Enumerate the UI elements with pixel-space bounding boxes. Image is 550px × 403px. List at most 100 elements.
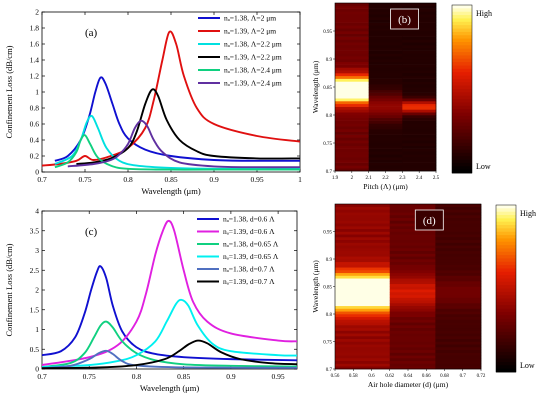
heat-cell bbox=[435, 220, 482, 224]
heat-cell bbox=[335, 355, 391, 359]
heat-cell bbox=[335, 25, 369, 29]
colorbar-segment bbox=[496, 231, 516, 236]
heat-cell bbox=[435, 322, 482, 326]
colorbar-high-label: High bbox=[476, 9, 492, 18]
x-axis-label: Air hole diameter (d) (μm) bbox=[368, 380, 449, 389]
heat-cell bbox=[335, 305, 391, 309]
heat-cell bbox=[402, 22, 437, 26]
panel-b-heatmap: 1.9 2 2.1 2.2 2.3 2.4 2.5 0.7 0.75 0.8 0.85 0.9 0.95… bbox=[311, 2, 492, 191]
heat-cell bbox=[335, 363, 391, 367]
heat-cell bbox=[335, 92, 369, 96]
x-tick-label: 1.9 bbox=[332, 176, 339, 181]
heat-cell bbox=[402, 36, 437, 40]
colorbar-segment bbox=[496, 221, 516, 226]
heat-cell bbox=[335, 59, 369, 63]
heat-cell bbox=[389, 336, 436, 340]
heat-cell bbox=[335, 333, 391, 337]
colorbar-segment bbox=[496, 281, 516, 286]
heat-cell bbox=[435, 336, 482, 340]
colorbar-segment bbox=[452, 129, 472, 134]
heat-cell bbox=[368, 19, 403, 23]
heat-cell bbox=[435, 226, 482, 230]
legend-entry: nₐ=1.38, d=0.6 Λ bbox=[223, 215, 275, 224]
heat-cell bbox=[335, 120, 369, 124]
colorbar-segment bbox=[496, 228, 516, 233]
heat-cell bbox=[389, 330, 436, 334]
heat-cell bbox=[389, 209, 436, 213]
heat-cell bbox=[335, 231, 391, 235]
heat-cell bbox=[335, 131, 369, 135]
heat-cell bbox=[368, 126, 403, 130]
heat-cell bbox=[335, 206, 391, 210]
heat-cell bbox=[389, 311, 436, 315]
heat-cell bbox=[335, 294, 391, 298]
heat-cell bbox=[335, 209, 391, 213]
heat-cell bbox=[435, 349, 482, 353]
heat-cell bbox=[335, 311, 391, 315]
colorbar-segment bbox=[496, 351, 516, 356]
heat-cell bbox=[435, 270, 482, 274]
heat-cell bbox=[402, 92, 437, 96]
heat-cell bbox=[368, 165, 403, 169]
colorbar-segment bbox=[496, 275, 516, 279]
heat-cell bbox=[335, 98, 369, 102]
heat-cell bbox=[402, 98, 437, 102]
colorbar-segment bbox=[496, 315, 516, 319]
heat-cell bbox=[389, 270, 436, 274]
legend-entry: nₐ=1.39, d=0.65 Λ bbox=[223, 252, 279, 261]
heat-cell bbox=[335, 151, 369, 155]
heat-cell bbox=[335, 31, 369, 35]
heat-cell bbox=[335, 67, 369, 71]
colorbar-segment bbox=[496, 298, 516, 303]
heat-cell bbox=[435, 228, 482, 232]
heat-cell bbox=[402, 148, 437, 152]
heat-cell bbox=[368, 47, 403, 51]
heat-cell bbox=[435, 319, 482, 323]
heat-cell bbox=[402, 56, 437, 60]
heat-cell bbox=[435, 289, 482, 293]
heat-cell bbox=[402, 137, 437, 141]
heat-cell bbox=[335, 140, 369, 144]
heat-cell bbox=[389, 352, 436, 356]
heat-cell bbox=[435, 341, 482, 345]
heat-cell bbox=[389, 237, 436, 241]
heat-cell bbox=[402, 31, 437, 35]
heat-cell bbox=[335, 283, 391, 287]
series-line-4 bbox=[42, 298, 297, 368]
colorbar-low-label: Low bbox=[476, 162, 491, 171]
heat-cell bbox=[435, 253, 482, 257]
heat-cell bbox=[335, 300, 391, 304]
heat-cell bbox=[389, 248, 436, 252]
heat-cell bbox=[389, 256, 436, 260]
y-tick-label: 3.5 bbox=[30, 226, 40, 235]
heat-cell bbox=[435, 206, 482, 210]
colorbar-segment bbox=[452, 159, 472, 164]
heat-cell bbox=[389, 250, 436, 254]
x-axis-label: Pitch (Λ) (μm) bbox=[363, 182, 408, 191]
heat-cell bbox=[402, 14, 437, 18]
heat-cell bbox=[368, 14, 403, 18]
heat-cell bbox=[435, 264, 482, 268]
x-tick-label: 0.85 bbox=[164, 175, 177, 184]
heat-cell bbox=[368, 101, 403, 105]
heat-cell bbox=[435, 352, 482, 356]
heat-cell bbox=[368, 123, 403, 127]
heat-cell bbox=[368, 120, 403, 124]
y-tick-label: 0.9 bbox=[326, 258, 333, 263]
colorbar-segment bbox=[452, 95, 472, 100]
legend-entry: nₐ=1.38, d=0.65 Λ bbox=[223, 240, 279, 249]
heat-cell bbox=[335, 89, 369, 93]
x-tick-label: 0.66 bbox=[422, 374, 431, 379]
y-tick-label: 1.6 bbox=[30, 40, 40, 49]
heat-cell bbox=[368, 112, 403, 116]
heat-cell bbox=[335, 261, 391, 265]
colorbar-segment bbox=[496, 305, 516, 309]
heat-cell bbox=[368, 129, 403, 133]
heat-cell bbox=[335, 70, 369, 74]
x-tick-label: 0.64 bbox=[404, 374, 413, 379]
heat-cell bbox=[335, 84, 369, 88]
heat-cell bbox=[402, 45, 437, 49]
legend-entry: nₐ=1.39, Λ=2.2 μm bbox=[224, 53, 282, 62]
heat-cell bbox=[435, 250, 482, 254]
heat-cell bbox=[435, 237, 482, 241]
